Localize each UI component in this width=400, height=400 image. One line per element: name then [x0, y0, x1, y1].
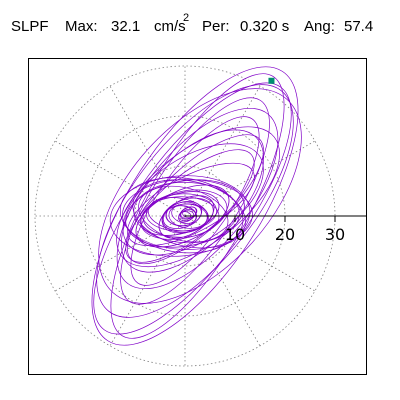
filter-label: SLPF — [11, 18, 49, 35]
trace-loop — [165, 201, 202, 226]
grid-spoke — [109, 85, 186, 217]
orbit-trace — [91, 66, 302, 346]
trace-loop — [125, 149, 255, 263]
period-value: 0.320 s — [240, 18, 290, 35]
plot-frame: 10 20 30 — [28, 58, 367, 375]
max-unit: cm/s — [154, 18, 186, 35]
trace-loop — [122, 179, 253, 250]
trace-loop — [116, 126, 280, 268]
axes — [185, 215, 366, 222]
trace-loop — [116, 107, 279, 290]
trace-loop — [120, 97, 270, 305]
tick-labels: 10 20 30 — [225, 225, 345, 244]
trace-loop — [109, 175, 251, 257]
max-label: Max: — [65, 18, 98, 35]
trace-loop — [120, 129, 265, 273]
angle-value: 57.4 — [344, 18, 374, 35]
trace-loop — [93, 82, 292, 335]
trace-loop — [110, 73, 285, 339]
grid-spoke — [109, 215, 186, 347]
peak-marker — [268, 77, 275, 84]
grid-spoke — [184, 140, 316, 217]
grid-spoke — [184, 215, 316, 292]
trace-loop — [91, 66, 299, 346]
angle-label: Ang: — [304, 18, 335, 35]
trace-loop — [126, 134, 264, 265]
trace-loop — [125, 179, 245, 248]
polar-orbit-plot: 10 20 30 — [34, 65, 366, 367]
grid-spoke — [184, 85, 261, 217]
tick-label: 30 — [325, 225, 345, 244]
trace-loop — [138, 185, 229, 243]
max-unit-exponent: 2 — [183, 12, 190, 24]
period-label: Per: — [202, 18, 230, 35]
grid-spoke — [54, 215, 186, 292]
trace-loop — [122, 143, 264, 256]
trace-loop — [171, 205, 198, 224]
trace-loop — [132, 179, 246, 249]
grid-spoke — [184, 215, 261, 347]
trace-loop — [168, 203, 208, 229]
trace-loop — [133, 181, 240, 244]
max-value: 32.1 — [111, 18, 141, 35]
trace-loop — [98, 88, 302, 304]
grid-spoke — [54, 140, 186, 217]
trace-loop — [179, 206, 198, 220]
trace-loop — [130, 116, 260, 286]
chart-header: SLPF Max: 32.1 cm/s 2 Per: 0.320 s Ang: … — [0, 0, 400, 44]
trace-loop — [165, 205, 197, 227]
tick-label: 10 — [225, 225, 245, 244]
trace-loop — [96, 84, 294, 318]
trace-loop — [178, 210, 195, 222]
tick-label: 20 — [275, 225, 295, 244]
trace-loop — [140, 189, 228, 240]
peak-layer — [268, 77, 275, 84]
